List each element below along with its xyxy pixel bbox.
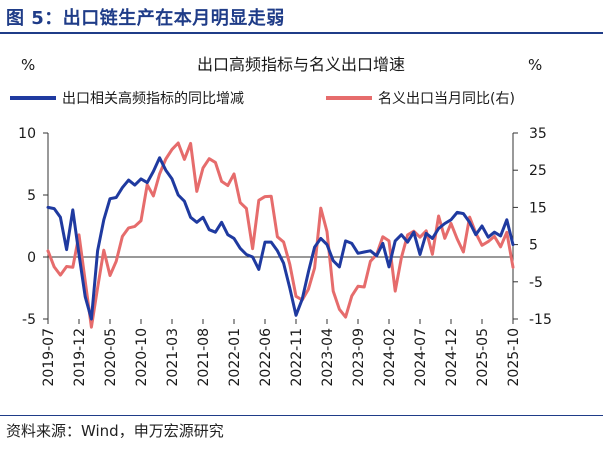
x-tick-label: 2022-06 <box>258 328 274 387</box>
right-tick-label: 15 <box>529 200 547 216</box>
x-tick-label: 2024-07 <box>413 328 429 387</box>
right-tick-label: 25 <box>529 163 547 179</box>
left-unit-label: % <box>21 56 35 74</box>
series-lines <box>46 141 515 329</box>
figure-title: 图 5：出口链生产在本月明显走弱 <box>6 8 285 29</box>
legend: 出口相关高频指标的同比增减 名义出口当月同比(右) <box>10 90 515 107</box>
chart-svg: % 出口高频指标与名义出口增速 % 出口相关高频指标的同比增减 名义出口当月同比… <box>10 55 552 387</box>
x-tick-label: 2025-05 <box>475 328 491 387</box>
right-tick-label: 5 <box>529 238 538 254</box>
right-tick-label: 35 <box>529 126 547 142</box>
legend-label-series-left: 出口相关高频指标的同比增减 <box>62 90 244 107</box>
x-tick-label: 2020-05 <box>103 328 119 387</box>
left-tick-label: 5 <box>27 188 36 204</box>
x-tick-label: 2023-09 <box>351 328 367 387</box>
x-tick-label: 2021-08 <box>196 328 212 387</box>
x-tick-label: 2024-02 <box>382 328 398 387</box>
series-line-nominal-export-yoy <box>46 141 515 329</box>
source-note: 资料来源：Wind，申万宏源研究 <box>6 422 224 440</box>
legend-label-series-right: 名义出口当月同比(右) <box>378 91 515 107</box>
x-axis-ticks: 2019-07 2019-12 2020-05 2020-10 2021-03 2021-… <box>41 319 522 387</box>
right-tick-label: -15 <box>529 312 552 328</box>
title-divider <box>0 32 603 34</box>
x-tick-label: 2023-04 <box>320 328 336 387</box>
left-tick-label: 0 <box>27 250 36 266</box>
x-tick-label: 2019-12 <box>72 328 88 387</box>
x-tick-label: 2019-07 <box>41 328 57 387</box>
right-tick-label: -5 <box>529 275 543 291</box>
left-axis-ticks: -5 0 5 10 <box>18 126 48 328</box>
right-axis-ticks: -15 -5 5 15 25 35 <box>513 126 552 328</box>
series-line-high-frequency-indicator <box>46 156 515 321</box>
x-tick-label: 2025-10 <box>506 328 522 387</box>
chart-title: 出口高频指标与名义出口增速 <box>197 55 405 74</box>
x-tick-label: 2022-11 <box>289 328 305 387</box>
x-tick-label: 2021-03 <box>165 328 181 387</box>
left-tick-label: -5 <box>22 312 36 328</box>
left-tick-label: 10 <box>18 126 36 142</box>
x-tick-label: 2022-01 <box>227 328 243 387</box>
x-tick-label: 2024-12 <box>444 328 460 387</box>
source-divider <box>0 415 603 416</box>
x-tick-label: 2020-10 <box>134 328 150 387</box>
right-unit-label: % <box>528 56 542 74</box>
